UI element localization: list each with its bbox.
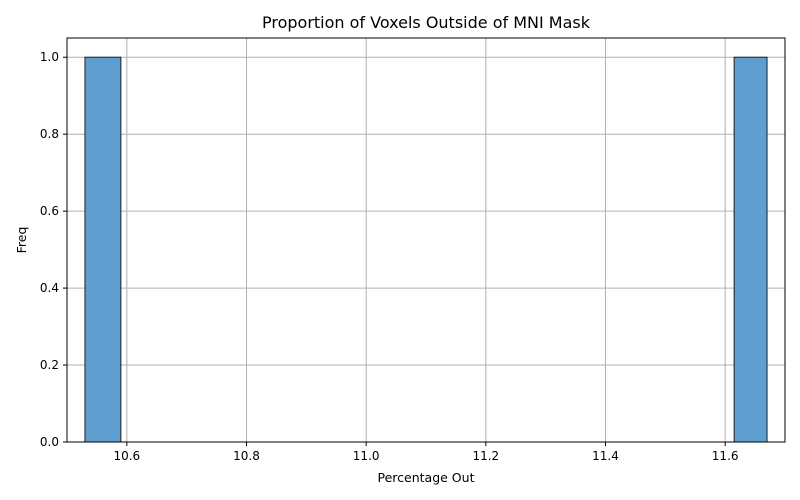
y-tick-label: 0.8	[40, 127, 59, 141]
plot-frame	[66, 37, 786, 443]
bars-layer	[84, 56, 768, 443]
x-tick-label: 10.6	[113, 449, 140, 463]
y-axis-label: Freq	[14, 227, 29, 254]
y-tick-label: 1.0	[40, 50, 59, 64]
y-tick-label: 0.6	[40, 204, 59, 218]
grid-layer	[67, 38, 785, 443]
x-axis: 10.6 10.8 11.0 11.2 11.4 11.6	[113, 442, 739, 463]
x-tick-label: 11.2	[472, 449, 499, 463]
histogram-bar	[84, 56, 122, 443]
x-tick-label: 11.0	[353, 449, 380, 463]
x-tick-label: 11.4	[592, 449, 619, 463]
y-tick-label: 0.2	[40, 358, 59, 372]
histogram-bar	[733, 56, 768, 443]
x-tick-label: 11.6	[712, 449, 739, 463]
y-tick-label: 0.0	[40, 435, 59, 449]
y-axis: 0.0 0.2 0.4 0.6 0.8 1.0	[40, 50, 67, 449]
chart-title: Proportion of Voxels Outside of MNI Mask	[262, 13, 591, 32]
x-axis-label: Percentage Out	[378, 470, 475, 485]
y-tick-label: 0.4	[40, 281, 59, 295]
x-tick-label: 10.8	[233, 449, 260, 463]
